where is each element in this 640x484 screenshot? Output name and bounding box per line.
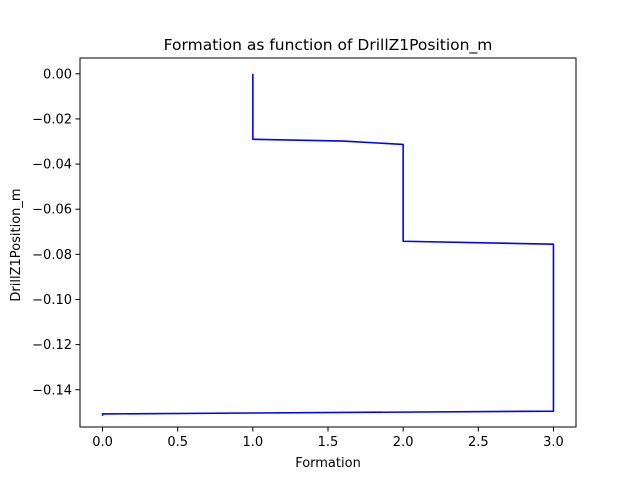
chart-title: Formation as function of DrillZ1Position… <box>164 36 493 55</box>
y-tick-label: −0.14 <box>32 383 72 398</box>
x-tick-label: 0.0 <box>92 435 113 450</box>
series-line-0 <box>101 73 555 416</box>
y-tick-label: −0.08 <box>32 248 72 263</box>
y-tick-label: −0.12 <box>32 338 72 353</box>
x-tick-label: 2.0 <box>393 435 414 450</box>
axes-frame <box>79 57 577 428</box>
y-axis-label: DrillZ1Position_m <box>9 188 24 301</box>
y-tick-label: −0.10 <box>32 293 72 308</box>
x-tick-label: 2.5 <box>468 435 489 450</box>
x-tick-label: 1.5 <box>318 435 339 450</box>
plot-layer <box>101 73 555 416</box>
y-tick-label: −0.02 <box>32 112 72 127</box>
x-tick-label: 3.0 <box>543 435 564 450</box>
y-tick-label: 0.00 <box>43 67 72 82</box>
y-tick-label: −0.04 <box>32 158 72 173</box>
tick-layer: 0.0 0.5 1.0 1.5 2.0 2.5 3.0 0.00 −0.02 −0.04 −0.06… <box>32 67 564 450</box>
y-tick-label: −0.06 <box>32 203 72 218</box>
x-axis-label: Formation <box>295 456 361 471</box>
x-tick-label: 1.0 <box>243 435 264 450</box>
x-tick-label: 0.5 <box>167 435 188 450</box>
